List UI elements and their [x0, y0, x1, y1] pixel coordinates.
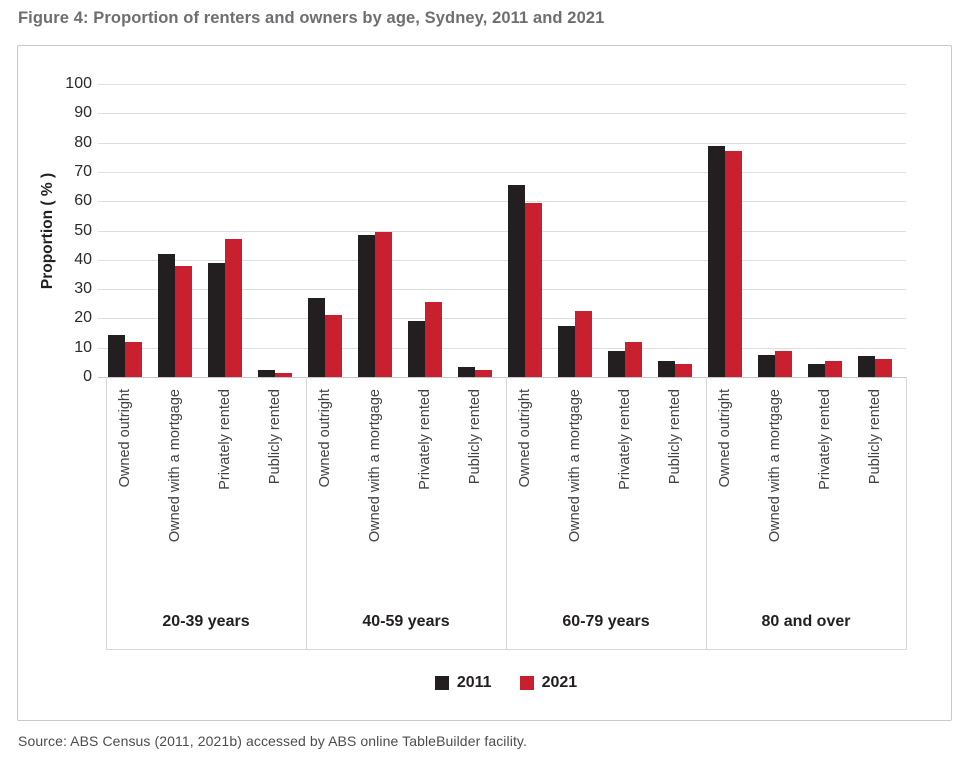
y-tick-label: 40	[74, 250, 92, 268]
bar-2021	[575, 311, 592, 377]
axis-band-border	[106, 649, 907, 650]
bar-2011	[858, 356, 875, 377]
gridline	[98, 142, 906, 144]
bar-2011	[158, 253, 175, 377]
y-tick-label: 80	[74, 133, 92, 151]
legend-label-2021: 2021	[541, 674, 578, 691]
category-label: Owned with a mortgage	[366, 388, 383, 542]
bar-2011	[658, 360, 675, 377]
category-label: Publicly rented	[666, 388, 683, 484]
category-label: Owned with a mortgage	[566, 388, 583, 542]
category-label: Owned with a mortgage	[766, 388, 783, 542]
gridline	[98, 289, 906, 291]
group-divider	[706, 377, 707, 649]
bar-2021	[525, 202, 542, 377]
bar-2021	[225, 239, 242, 377]
category-label: Privately rented	[816, 388, 833, 490]
y-tick-label: 90	[74, 104, 92, 122]
bar-2021	[825, 360, 842, 377]
bar-2011	[108, 334, 125, 377]
group-divider	[506, 377, 507, 649]
category-label: Owned with a mortgage	[166, 388, 183, 542]
bar-2011	[308, 297, 325, 377]
gridline	[98, 318, 906, 320]
y-tick-label: 20	[74, 309, 92, 327]
group-label: 60-79 years	[562, 613, 650, 630]
gridline	[98, 230, 906, 232]
bar-2021	[425, 302, 442, 377]
y-tick-label: 10	[74, 338, 92, 356]
group-label: 40-59 years	[362, 613, 450, 630]
bar-2021	[275, 372, 292, 377]
bar-2011	[208, 262, 225, 377]
bar-2011	[808, 363, 825, 377]
bar-2021	[175, 265, 192, 377]
category-label: Privately rented	[216, 388, 233, 490]
y-tick-label: 0	[83, 368, 92, 385]
bar-2021	[675, 363, 692, 377]
y-tick-label: 30	[74, 280, 92, 298]
chart-panel: Proportion ( % ) 2011 2021 0 10 20 30 40 50 60…	[17, 45, 952, 721]
y-tick-label: 100	[65, 75, 92, 92]
bar-2011	[558, 325, 575, 377]
category-label: Publicly rented	[266, 388, 283, 484]
bar-2021	[375, 231, 392, 377]
gridline	[98, 201, 906, 203]
legend-item-2011: 2011	[434, 674, 492, 692]
bar-2011	[258, 369, 275, 377]
legend-swatch-2021-icon	[519, 676, 534, 690]
source-note: Source: ABS Census (2011, 2021b) accesse…	[18, 733, 527, 749]
category-label: Owned outright	[516, 388, 533, 487]
category-label: Privately rented	[616, 388, 633, 490]
y-tick-label: 60	[74, 192, 92, 210]
figure-title: Figure 4: Proportion of renters and owne…	[18, 9, 605, 27]
legend-swatch-2011-icon	[434, 676, 449, 690]
bar-2011	[708, 145, 725, 377]
legend-label-2011: 2011	[456, 674, 492, 691]
bar-2021	[475, 369, 492, 377]
group-divider	[106, 377, 107, 649]
y-tick-label: 50	[74, 221, 92, 239]
gridline	[98, 347, 906, 349]
bar-2021	[625, 341, 642, 377]
bar-2011	[358, 234, 375, 377]
group-label: 80 and over	[761, 613, 851, 630]
category-label: Owned outright	[316, 388, 333, 487]
group-divider	[306, 377, 307, 649]
group-label: 20-39 years	[162, 613, 250, 630]
bar-2021	[725, 151, 742, 377]
legend-item-2021: 2021	[519, 674, 578, 692]
category-label: Owned outright	[116, 388, 133, 487]
category-label: Privately rented	[416, 388, 433, 490]
bar-2011	[508, 185, 525, 377]
bar-2011	[758, 355, 775, 377]
category-label: Publicly rented	[866, 388, 883, 484]
y-tick-label: 70	[74, 162, 92, 180]
bar-2021	[125, 341, 142, 377]
category-label: Owned outright	[716, 388, 733, 487]
gridline	[98, 171, 906, 173]
legend: 2011 2021	[106, 674, 906, 692]
bar-2021	[875, 359, 892, 377]
bar-2011	[458, 366, 475, 377]
bar-2021	[775, 350, 792, 377]
category-label: Publicly rented	[466, 388, 483, 484]
gridline	[98, 259, 906, 261]
gridline	[98, 113, 906, 115]
bar-2011	[408, 321, 425, 377]
group-divider	[906, 377, 907, 649]
gridline	[98, 84, 906, 85]
bar-2021	[325, 315, 342, 377]
bar-2011	[608, 350, 625, 377]
gridline	[98, 377, 906, 378]
